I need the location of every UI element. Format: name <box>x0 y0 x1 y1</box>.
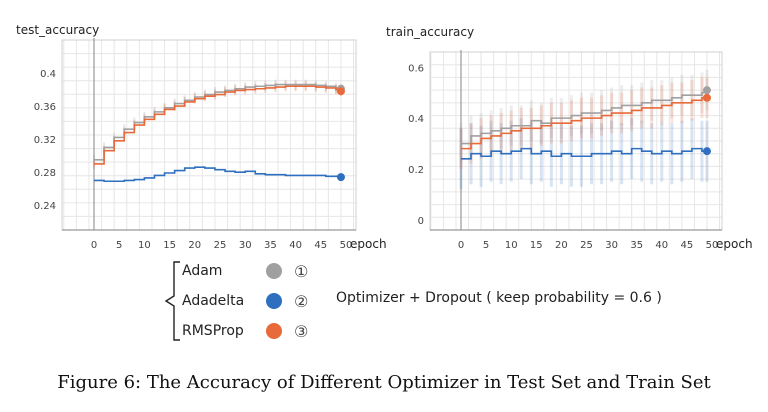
x-tick-label: 0 <box>458 240 464 251</box>
legend-label: RMSProp <box>182 323 244 339</box>
chart-panel-0: test_accuracy 0.24 0.28 0.32 0.36 0.4 0 5 10 15 20… <box>16 23 387 251</box>
x-tick-label: 5 <box>483 240 489 251</box>
x-tick-label: 20 <box>188 240 201 251</box>
x-tick-label: 30 <box>605 240 618 251</box>
legend-entry-rmsprop: RMSProp ③ <box>182 320 308 342</box>
legend-marker: ① <box>294 261 309 281</box>
legend-swatch <box>266 263 282 279</box>
x-tick-label: 45 <box>681 240 694 251</box>
series-end-point-adadelta <box>336 173 345 182</box>
series-end-point-rmsprop <box>702 93 711 102</box>
x-tick-label: 25 <box>580 240 593 251</box>
x-tick-label: 50 <box>706 240 719 251</box>
y-tick-label: 0.32 <box>34 135 56 146</box>
x-tick-label: 40 <box>655 240 668 251</box>
chart-title: train_accuracy <box>386 25 474 39</box>
y-tick-label: 0 <box>418 216 424 227</box>
legend-label: Adam <box>182 263 223 279</box>
x-tick-label: 10 <box>138 240 151 251</box>
series-line-rmsprop <box>94 85 342 165</box>
y-tick-label: 0.24 <box>34 201 56 212</box>
y-tick-label: 0.6 <box>408 63 424 74</box>
x-tick-label: 40 <box>289 240 302 251</box>
x-tick-label: 15 <box>163 240 176 251</box>
legend-marker: ③ <box>294 321 309 341</box>
x-tick-label: 30 <box>239 240 252 251</box>
series-line-adadelta <box>461 147 707 160</box>
x-tick-label: 20 <box>555 240 568 251</box>
x-tick-label: 35 <box>264 240 277 251</box>
series-end-point-rmsprop <box>336 87 345 96</box>
y-tick-label: 0.28 <box>34 168 56 179</box>
chart-title: test_accuracy <box>16 23 99 37</box>
y-tick-label: 0.2 <box>408 165 424 176</box>
charts-canvas: test_accuracy 0.24 0.28 0.32 0.36 0.4 0 5 10 15 20… <box>16 23 753 251</box>
chart-panel-1: train_accuracy 0 0.2 0.4 0.6 0 5 10 15 20 25 30 35 40… <box>386 25 753 251</box>
y-tick-label: 0.4 <box>40 69 56 80</box>
series-line-adam <box>94 83 342 161</box>
x-tick-label: 35 <box>630 240 643 251</box>
x-tick-label: 45 <box>314 240 327 251</box>
legend-entry-adadelta: Adadelta ② <box>182 290 308 312</box>
x-tick-label: 50 <box>340 240 353 251</box>
y-tick-label: 0.36 <box>34 102 56 113</box>
x-axis-label: epoch <box>350 237 387 251</box>
x-axis-label: epoch <box>716 237 753 251</box>
x-tick-label: 15 <box>530 240 543 251</box>
series-line-rmsprop <box>461 96 707 150</box>
x-tick-label: 5 <box>116 240 122 251</box>
legend-label: Adadelta <box>182 293 245 309</box>
figure-caption: Figure 6: The Accuracy of Different Opti… <box>57 372 711 393</box>
series-end-point-adadelta <box>702 147 711 156</box>
x-tick-label: 10 <box>505 240 518 251</box>
x-tick-label: 0 <box>91 240 97 251</box>
legend-swatch <box>266 293 282 309</box>
legend-note: Optimizer + Dropout ( keep probability =… <box>336 290 662 306</box>
legend-swatch <box>266 323 282 339</box>
legend: Adam ① Adadelta ② RMSProp ③ Optimizer + … <box>160 258 720 344</box>
y-tick-label: 0.4 <box>408 114 424 125</box>
legend-marker: ② <box>294 291 309 311</box>
series-line-adam <box>461 90 708 145</box>
series-end-point-adam <box>702 86 711 95</box>
x-tick-label: 25 <box>214 240 227 251</box>
legend-entry-adam: Adam ① <box>182 260 308 282</box>
series-line-adadelta <box>94 166 342 183</box>
legend-brace <box>164 261 180 341</box>
